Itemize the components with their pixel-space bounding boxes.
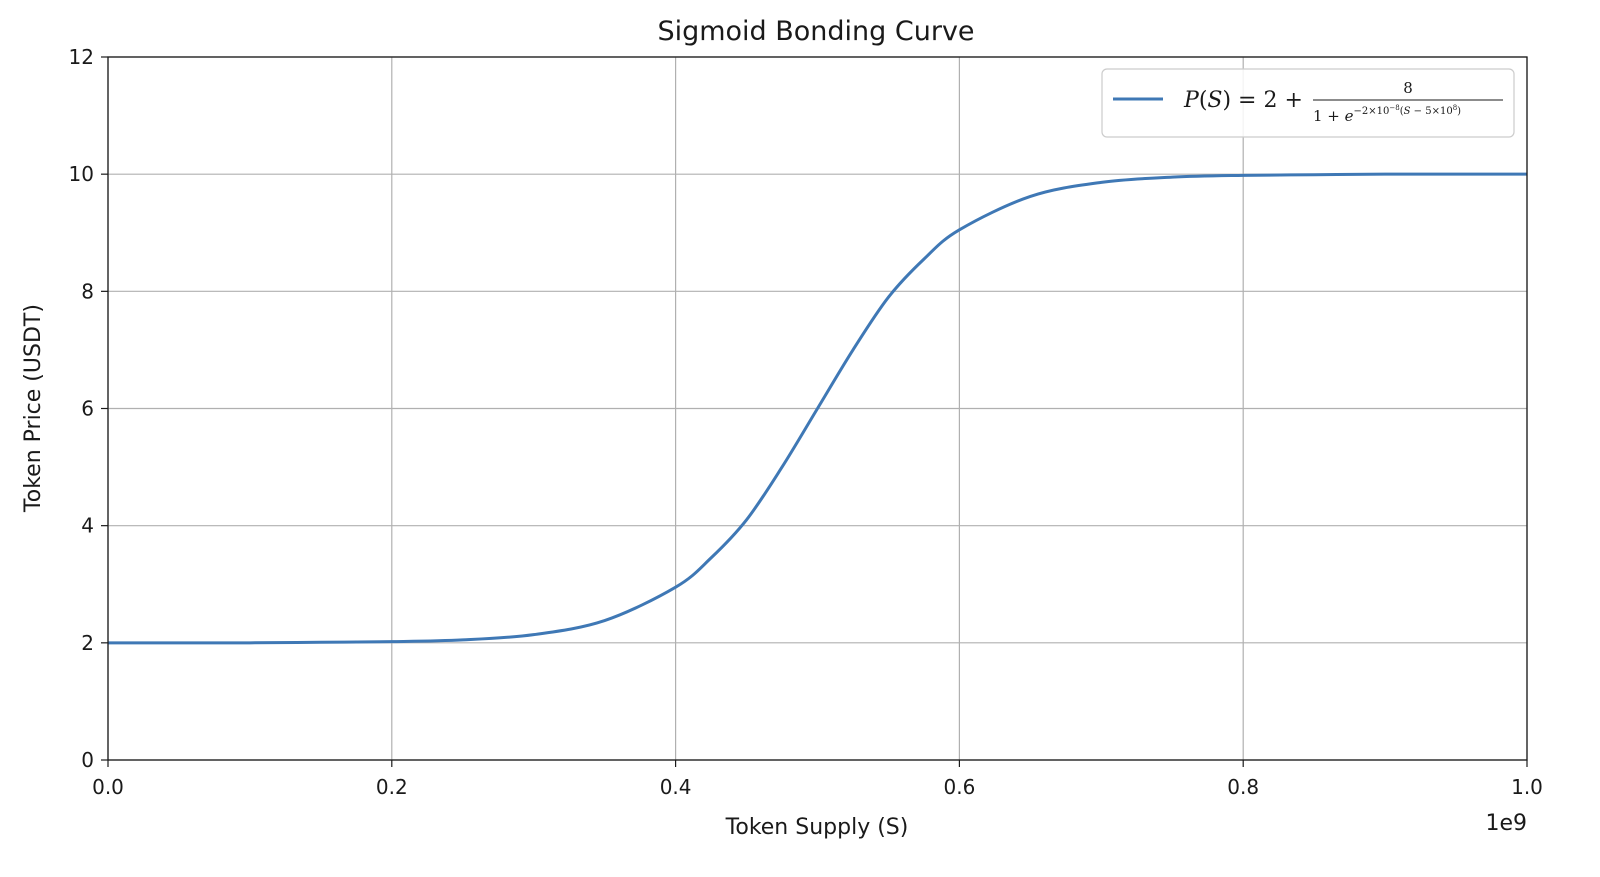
y-tick-label: 0	[81, 748, 94, 772]
legend-box	[1101, 68, 1515, 138]
x-tick-label: 0.6	[943, 775, 975, 799]
y-tick-label: 2	[81, 631, 94, 655]
x-tick-label: 0.8	[1227, 775, 1259, 799]
y-tick-label: 6	[81, 397, 94, 421]
ticks: 0.0 0.2 0.4 0.6 0.8 1.0 0 2 4 6 8 10 12	[69, 45, 1543, 799]
legend-formula-numerator: 8	[1403, 79, 1413, 97]
x-axis-title: Token Supply (S)	[725, 815, 909, 840]
y-tick-label: 12	[69, 45, 94, 69]
legend-formula: P(S) = 2 + 8 1 + e−2×10−8(S − 5×108)	[1183, 79, 1503, 125]
series-layer	[108, 172, 1527, 645]
y-axis-title: Token Price (USDT)	[21, 304, 46, 513]
chart-title: Sigmoid Bonding Curve	[657, 16, 974, 47]
x-axis-scale-label: 1e9	[1485, 811, 1527, 836]
y-tick-label: 8	[81, 279, 94, 303]
x-tick-label: 0.0	[92, 775, 124, 799]
x-tick-label: 0.2	[376, 775, 408, 799]
series-line	[108, 172, 1527, 645]
y-tick-label: 10	[69, 162, 94, 186]
x-tick-label: 0.4	[660, 775, 692, 799]
legend-formula-lhs: P(S) = 2 +	[1183, 88, 1303, 113]
x-tick-label: 1.0	[1511, 775, 1543, 799]
legend: P(S) = 2 + 8 1 + e−2×10−8(S − 5×108)	[1101, 68, 1515, 138]
y-tick-label: 4	[81, 514, 94, 538]
